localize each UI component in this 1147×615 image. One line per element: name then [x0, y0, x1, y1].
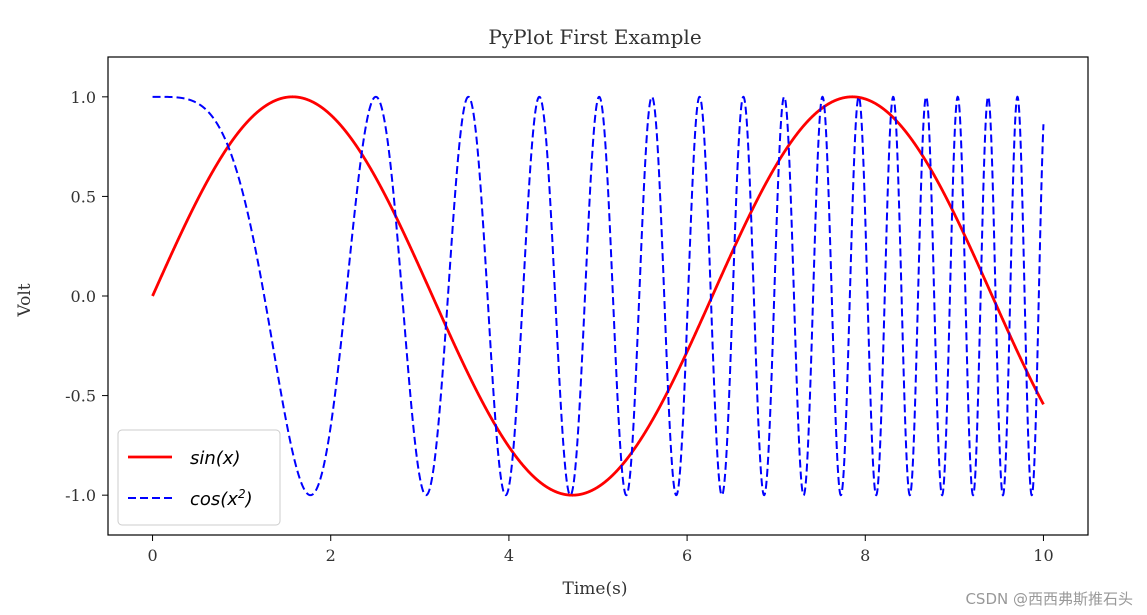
- plot-area: [151, 95, 1045, 497]
- series-line-0: [151, 95, 1045, 497]
- x-axis-label: Time(s): [563, 579, 628, 599]
- y-axis-ticks: 1.0 0.5 0.0 -0.5 -1.0: [65, 88, 108, 505]
- y-tick-label: -1.0: [65, 486, 96, 505]
- legend-label-cos: cos(x2): [190, 487, 253, 510]
- x-tick-label: 4: [504, 546, 514, 565]
- legend-box: [117, 429, 281, 526]
- y-tick-label: 0.0: [71, 287, 96, 306]
- y-tick-label: -0.5: [65, 387, 96, 406]
- x-tick-label: 6: [682, 546, 692, 565]
- chart-title: PyPlot First Example: [488, 25, 701, 49]
- y-tick-label: 1.0: [71, 88, 96, 107]
- legend-label-sin: sin(x): [190, 448, 240, 469]
- x-tick-label: 10: [1033, 546, 1053, 565]
- series-line-1: [152, 95, 1045, 497]
- watermark: CSDN @西西弗斯推石头: [965, 590, 1133, 608]
- legend: sin(x) cos(x2): [117, 429, 281, 526]
- x-tick-label: 0: [147, 546, 157, 565]
- x-tick-label: 2: [326, 546, 336, 565]
- y-tick-label: 0.5: [71, 187, 96, 206]
- x-tick-label: 8: [860, 546, 870, 565]
- x-axis-ticks: 0 2 4 6 8 10: [147, 535, 1054, 565]
- y-axis-label: Volt: [15, 283, 35, 317]
